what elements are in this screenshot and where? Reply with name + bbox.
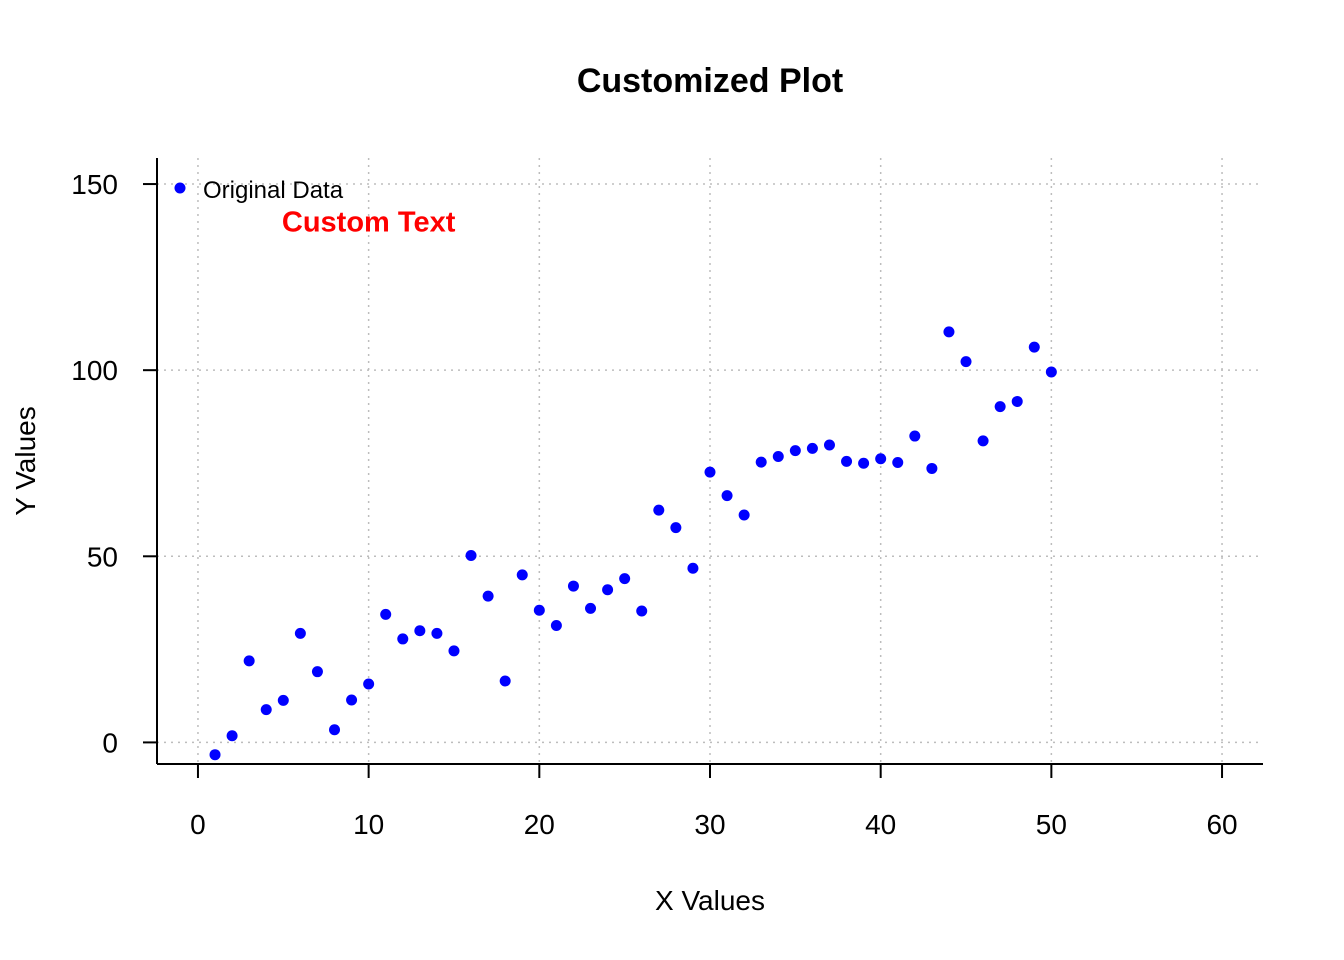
x-tick-label: 60 (1206, 809, 1237, 840)
data-point (329, 724, 341, 736)
data-point (260, 704, 272, 716)
legend: Original Data (174, 177, 344, 204)
data-point (465, 550, 477, 562)
data-point (226, 730, 238, 742)
data-points (209, 326, 1057, 761)
x-tick-label: 20 (524, 809, 555, 840)
data-point (1045, 366, 1057, 378)
x-tick-label: 40 (865, 809, 896, 840)
data-point (704, 466, 716, 478)
data-point (653, 504, 665, 516)
data-point (994, 401, 1006, 413)
data-point (602, 584, 614, 596)
y-tick-label: 100 (71, 355, 118, 386)
data-point (738, 509, 750, 521)
data-point (346, 694, 358, 706)
data-point (482, 590, 494, 602)
data-point (431, 627, 443, 639)
data-point (1028, 341, 1040, 353)
data-point (533, 604, 545, 616)
data-point (943, 326, 955, 338)
data-point (909, 430, 921, 442)
data-point (243, 655, 255, 667)
data-point (1011, 395, 1023, 407)
data-point (687, 562, 699, 574)
data-point (414, 625, 426, 637)
data-point (670, 522, 682, 534)
y-tick-label: 150 (71, 169, 118, 200)
data-point (841, 455, 853, 467)
data-point (892, 456, 904, 468)
data-point (209, 749, 221, 761)
data-point (397, 633, 409, 645)
data-point (516, 569, 528, 581)
data-point (806, 442, 818, 454)
data-point (926, 462, 938, 474)
data-point (772, 451, 784, 463)
x-tick-label: 30 (694, 809, 725, 840)
grid-lines (157, 158, 1263, 764)
data-point (277, 694, 289, 706)
custom-text-annotation: Custom Text (282, 206, 456, 238)
x-tick-label: 10 (353, 809, 384, 840)
data-point (823, 439, 835, 451)
data-point (567, 580, 579, 592)
data-point (294, 627, 306, 639)
data-point (789, 445, 801, 457)
legend-entry-original-data: Original Data (203, 177, 344, 204)
data-point (380, 608, 392, 620)
y-tick-label: 0 (102, 727, 118, 758)
data-point (585, 602, 597, 614)
y-tick-label: 50 (87, 541, 118, 572)
data-point (977, 435, 989, 447)
chart-title: Customized Plot (577, 62, 843, 100)
y-ticks: 0 50 100 150 (71, 169, 157, 758)
data-point (448, 645, 460, 657)
legend-marker (174, 182, 186, 194)
data-point (755, 456, 767, 468)
x-axis-label: X Values (655, 885, 765, 916)
data-point (721, 490, 733, 502)
x-tick-label: 50 (1036, 809, 1067, 840)
y-axis-label: Y Values (10, 406, 41, 515)
data-point (499, 675, 511, 687)
data-point (550, 620, 562, 632)
data-point (363, 678, 375, 690)
data-point (875, 453, 887, 465)
data-point (619, 573, 631, 585)
data-point (960, 356, 972, 368)
data-point (636, 605, 648, 617)
x-ticks: 0 10 20 30 40 50 60 (190, 764, 1238, 840)
data-point (311, 666, 323, 678)
data-point (858, 457, 870, 469)
x-tick-label: 0 (190, 809, 206, 840)
